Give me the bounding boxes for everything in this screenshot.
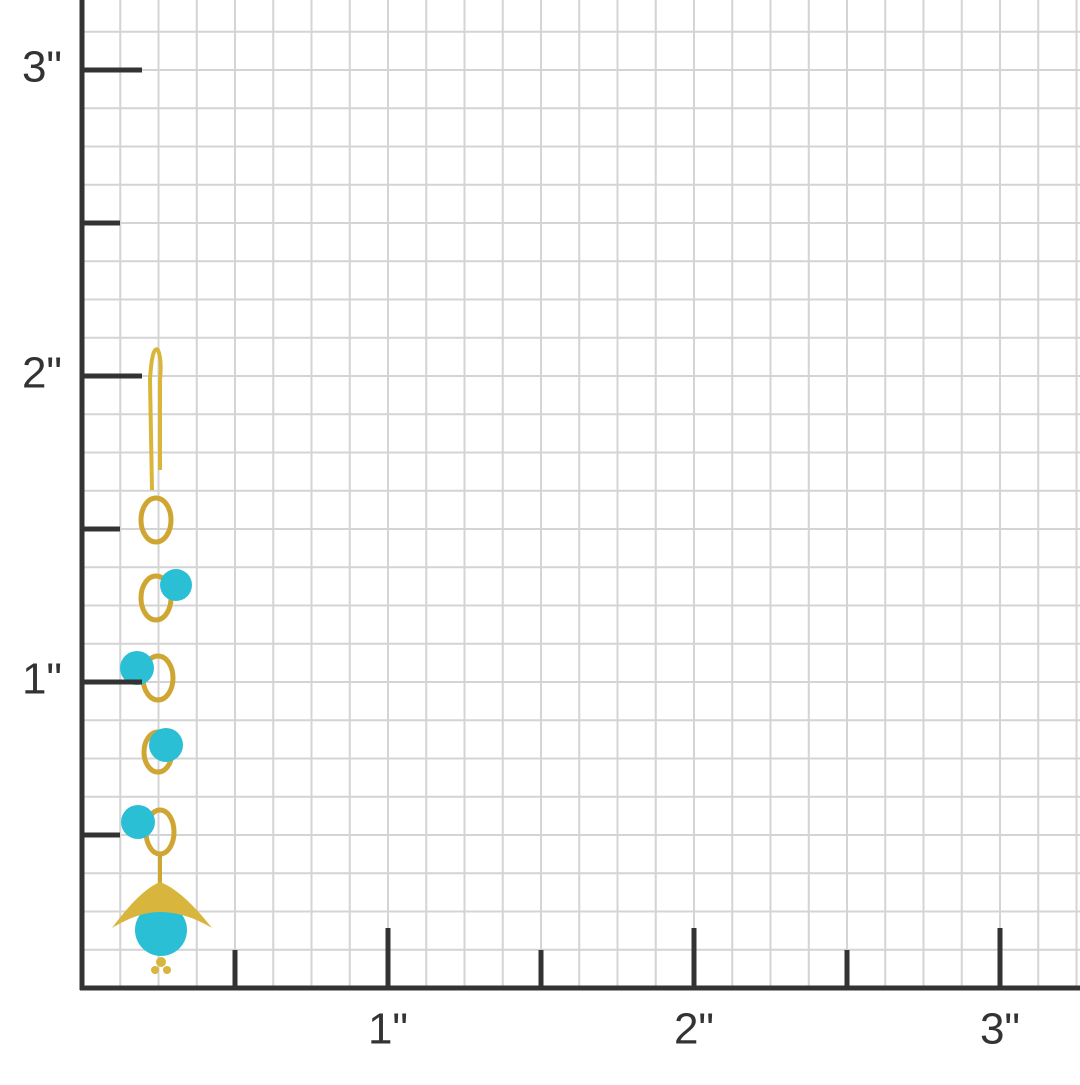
x-tick-label: 3" <box>980 1005 1020 1054</box>
y-tick-label: 1" <box>22 655 62 704</box>
y-tick-label: 3" <box>22 43 62 92</box>
y-tick-label: 2" <box>22 349 62 398</box>
earring <box>112 347 212 974</box>
x-tick-label: 2" <box>674 1005 714 1054</box>
axes: 1" 2" 3" 1" 2" 3" <box>22 0 1080 1054</box>
grid <box>82 0 1080 988</box>
x-tick-label: 1" <box>368 1005 408 1054</box>
